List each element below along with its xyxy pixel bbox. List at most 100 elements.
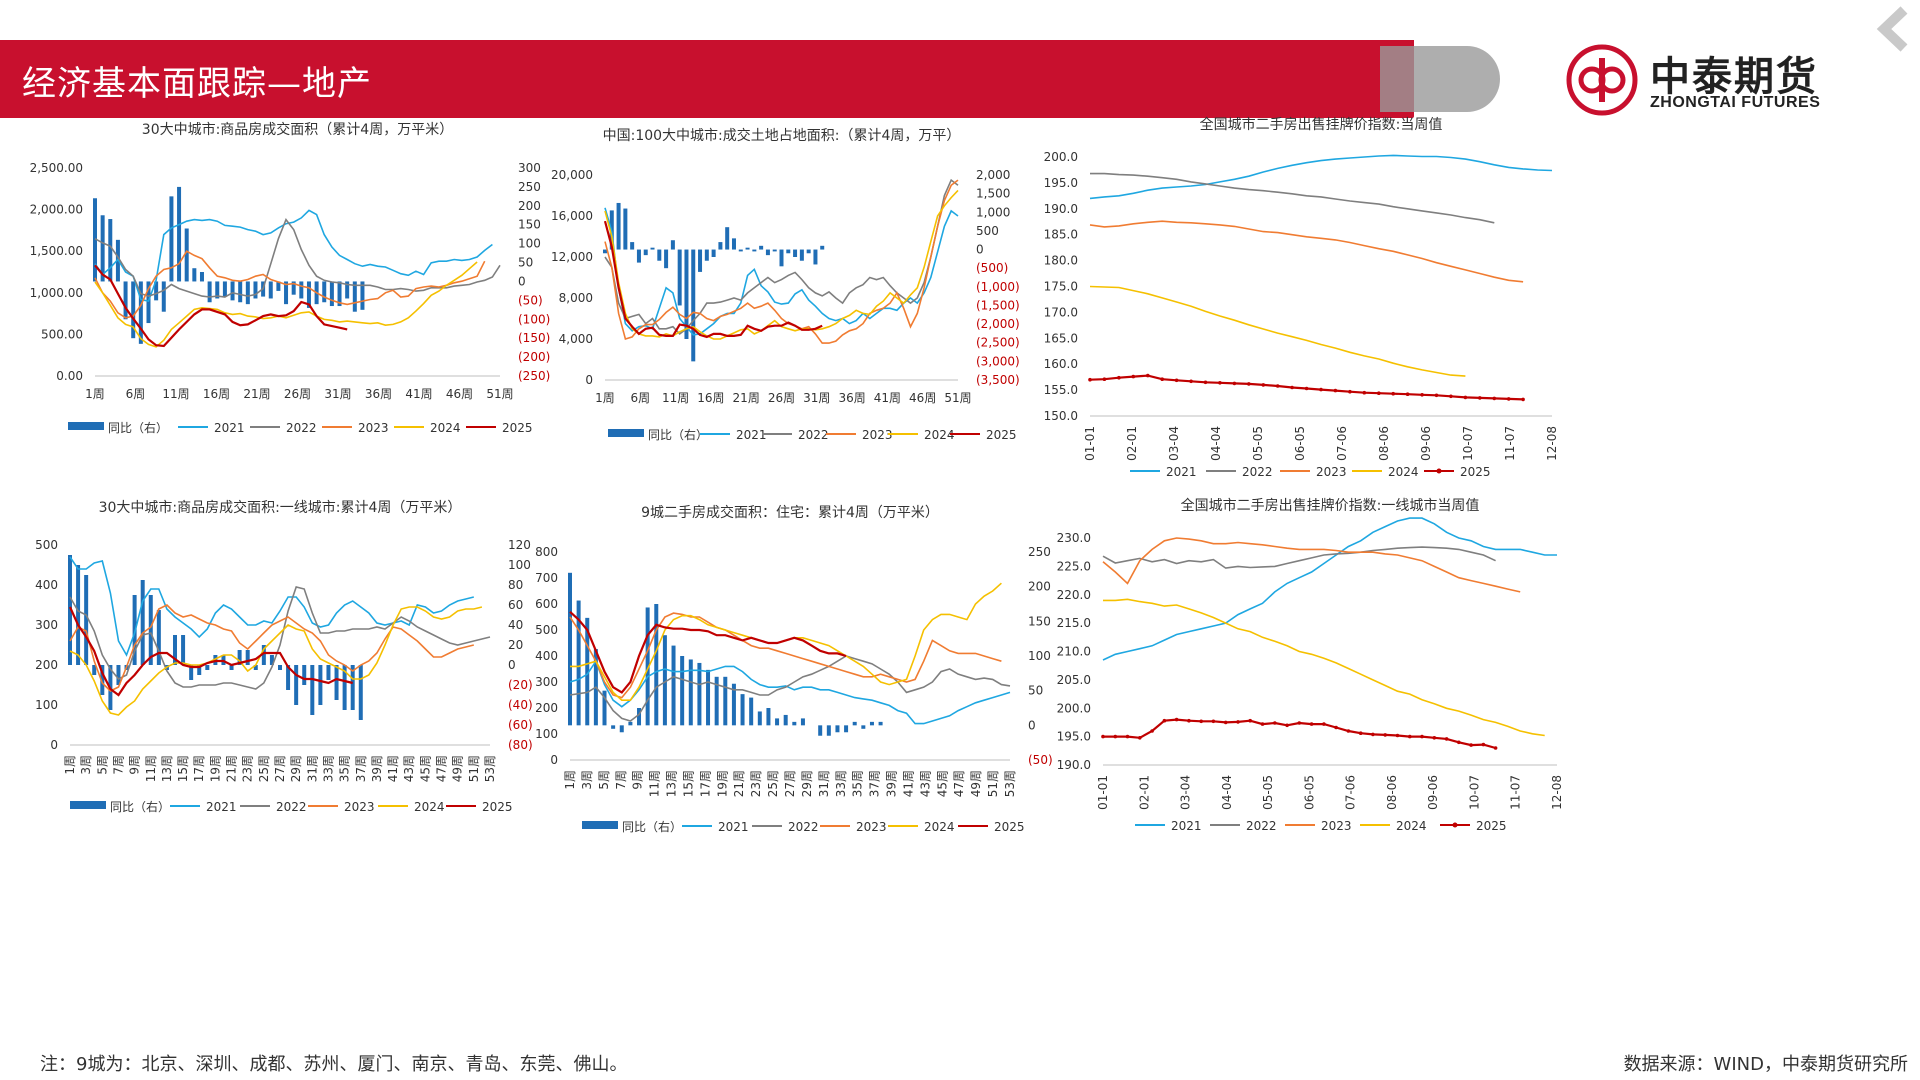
series-marker-2025 [1463,395,1468,400]
y2-tick-label: 200 [1028,580,1051,594]
x-tick-label: 25周 [766,770,780,797]
chevron-left-icon[interactable] [1874,4,1914,54]
series-marker-2025 [1405,392,1410,397]
bar-yoy [329,281,334,307]
y-tick-label: 800 [535,545,558,559]
y2-tick-label: (100) [518,312,550,326]
bar-yoy [278,665,282,670]
bar-yoy [154,281,159,301]
legend-swatch-bar [68,422,104,430]
series-line-2024 [1089,285,1466,377]
series-marker-2025 [1493,746,1498,750]
zhongtai-logo-icon [1566,44,1638,116]
legend-label: 2023 [1316,465,1347,479]
series-line-2022 [569,655,1011,722]
legend-label: 2023 [1321,819,1352,833]
bar-yoy [306,281,311,308]
chart-30city-tier1-sales: 30大中城市:商品房成交面积:一线城市:累计4周（万平米） 500 400 300 20… [0,499,640,1010]
bar-yoy [169,196,174,282]
legend-label: 2024 [414,800,445,814]
x-tick-label: 7周 [614,770,628,790]
bar-yoy [291,281,296,295]
x-tick-label: 19周 [715,770,729,797]
bar-yoy [731,683,736,726]
series-marker-2025 [1362,390,1367,395]
bar-yoy [786,249,791,254]
x-tick-label: 21周 [225,755,239,782]
series-marker-2025 [1334,725,1338,730]
series-marker-2025 [1138,736,1142,740]
y-tick-label: 0.00 [56,369,83,383]
series-marker-2025 [1420,393,1424,397]
series-marker-2025 [1150,729,1154,733]
bar-yoy [603,249,607,254]
x-tick-label: 9周 [631,770,645,790]
bar-yoy [360,281,365,310]
y2-tick-label: 300 [518,161,541,175]
x-tick-label: 17周 [698,770,712,797]
x-tick-label: 15周 [176,755,190,782]
series-marker-2025 [1444,737,1449,741]
series-marker-2025 [1236,720,1240,724]
bar-yoy [337,281,342,307]
series-marker-2025 [1377,391,1381,396]
legend-label: 2025 [502,421,533,435]
x-tick-label: 33周 [321,755,335,782]
bar-yoy [684,249,689,339]
x-tick-label: 1周 [63,755,77,775]
bar-yoy [643,249,648,256]
bar-yoy [731,238,736,250]
bar-yoy [662,635,667,726]
y-tick-label: 215.0 [1057,616,1091,630]
x-tick-label: 12-08 [1545,426,1559,461]
x-tick-label: 9周 [128,755,142,775]
chart-title: 全国城市二手房出售挂牌价指数:当周值 [1200,116,1443,133]
bar-yoy [740,694,745,726]
y-tick-label: 300 [535,675,558,689]
x-tick-label: 3周 [79,755,93,775]
x-tick-label: 31周 [324,387,351,401]
y-tick-label: 500 [35,538,58,552]
bar-yoy [326,665,331,680]
series-marker-2025 [1088,377,1092,382]
series-marker-2025 [1434,393,1439,398]
series-marker-2025 [1203,380,1208,385]
x-tick-label: 51周 [986,770,1000,797]
bar-yoy [688,659,693,726]
series-marker-2025 [1285,723,1289,728]
c3-layer: 全国城市二手房出售挂牌价指数:当周值 200.0 195.0 190.0 185.0 18… [1044,116,1559,479]
x-tick-label: 37周 [354,755,368,782]
x-tick-label: 6周 [630,391,650,405]
series-marker-2025 [1218,381,1222,385]
chart-secondhand-price-national: 全国城市二手房出售挂牌价指数:当周值 200.0 195.0 190.0 185.0 18… [1044,116,1920,590]
y-tick-label: 185.0 [1044,228,1078,242]
y2-tick-label: (80) [508,738,533,752]
series-line-2023 [1089,220,1524,283]
x-tick-label: 36周 [365,387,392,401]
bar-yoy [76,565,81,665]
bar-yoy [698,249,703,272]
bar-yoy [765,249,770,256]
legend-label: 同比（右） [110,799,170,814]
x-tick-label: 1周 [563,770,577,790]
legend-label: 2022 [1242,465,1273,479]
series-line-2023 [569,612,1002,699]
series-marker-2025 [1290,385,1294,390]
y-tick-label: 200.0 [1044,150,1078,164]
legend-label: 2022 [276,800,307,814]
legend-label: 2022 [788,820,819,834]
x-tick-label: 06-05 [1302,775,1316,810]
c2-layer: 中国:100大中城市:成交土地占地面积:（累计4周，万平） 20,000 16,00… [551,127,1020,442]
x-tick-label: 53周 [1003,770,1017,797]
x-tick-label: 41周 [874,391,901,405]
series-marker-2025 [1432,736,1437,740]
legend-label: 2021 [214,421,245,435]
x-tick-label: 51周 [486,387,513,401]
x-tick-label: 36周 [838,391,865,405]
series-marker-2025 [1506,397,1511,401]
x-tick-label: 47周 [435,755,449,782]
y2-tick-label: (500) [976,261,1008,275]
bar-yoy [697,662,702,726]
legend-label: 2024 [1388,465,1419,479]
y-tick-label: 0 [50,738,58,752]
